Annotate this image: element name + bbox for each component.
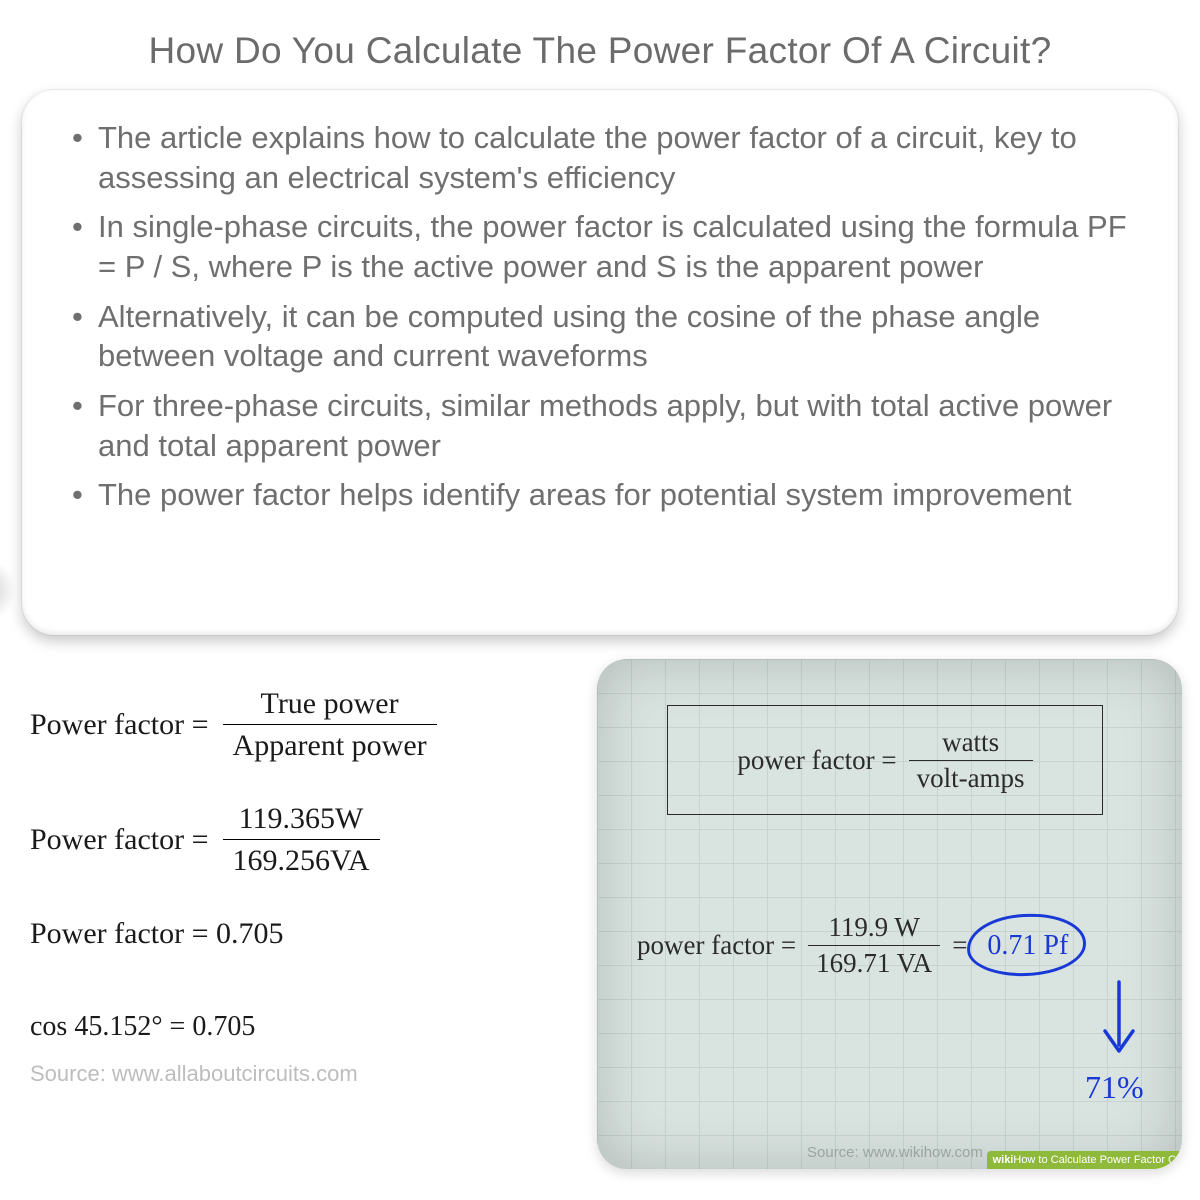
arrow-down-icon: [1089, 977, 1149, 1067]
fraction: 119.9 W 169.71 VA: [808, 914, 940, 977]
equation-lhs: Power factor =: [30, 823, 209, 857]
summary-card: The article explains how to calculate th…: [22, 90, 1178, 635]
source-citation-left: Source: www.allaboutcircuits.com: [30, 1061, 585, 1087]
bullet-item: For three-phase circuits, similar method…: [72, 386, 1144, 465]
fraction-numerator: 119.9 W: [820, 914, 928, 945]
bullet-list: The article explains how to calculate th…: [72, 118, 1144, 515]
equation-lhs: power factor =: [737, 745, 896, 776]
wikihow-badge: wikiHow to Calculate Power Factor C: [987, 1151, 1182, 1169]
fraction: True power Apparent power: [223, 687, 437, 762]
fraction-denominator: 169.256VA: [223, 839, 380, 877]
percent-value: 71%: [1085, 1069, 1144, 1106]
fraction: watts volt-amps: [909, 729, 1033, 792]
badge-text: How to Calculate Power Factor C: [1013, 1154, 1176, 1166]
fraction-denominator: volt-amps: [909, 760, 1033, 792]
lower-section: Power factor = True power Apparent power…: [0, 659, 1200, 1169]
fraction-denominator: 169.71 VA: [808, 945, 940, 977]
cosine-equation: cos 45.152° = 0.705: [30, 1011, 585, 1043]
grid-panel: power factor = watts volt-amps power fac…: [597, 659, 1182, 1169]
formula-block-left: Power factor = True power Apparent power…: [30, 659, 585, 1087]
equals-sign: =: [952, 930, 967, 961]
page-title: How Do You Calculate The Power Factor Of…: [0, 0, 1200, 90]
equation-values: Power factor = 119.365W 169.256VA: [30, 802, 585, 877]
equation-result: Power factor = 0.705: [30, 917, 585, 951]
result-value: 0.71 Pf: [987, 930, 1068, 961]
equation-lhs: power factor =: [637, 930, 796, 961]
calculation-row: power factor = 119.9 W 169.71 VA = 0.71 …: [637, 914, 1076, 977]
bullet-item: The article explains how to calculate th…: [72, 118, 1144, 197]
bullet-item: The power factor helps identify areas fo…: [72, 475, 1144, 515]
decorative-shadow: [0, 560, 16, 620]
fraction-denominator: Apparent power: [223, 724, 437, 762]
boxed-formula: power factor = watts volt-amps: [667, 705, 1103, 815]
fraction-numerator: 119.365W: [229, 802, 374, 839]
bullet-item: In single-phase circuits, the power fact…: [72, 207, 1144, 286]
badge-prefix: wiki: [993, 1154, 1014, 1166]
source-citation-right: Source: www.wikihow.com: [807, 1144, 983, 1161]
fraction: 119.365W 169.256VA: [223, 802, 380, 877]
fraction-numerator: True power: [251, 687, 409, 724]
equation-definition: Power factor = True power Apparent power: [30, 687, 585, 762]
result-badge: 0.71 Pf: [979, 926, 1076, 966]
bullet-item: Alternatively, it can be computed using …: [72, 297, 1144, 376]
fraction-numerator: watts: [934, 729, 1007, 760]
equation-lhs: Power factor =: [30, 708, 209, 742]
